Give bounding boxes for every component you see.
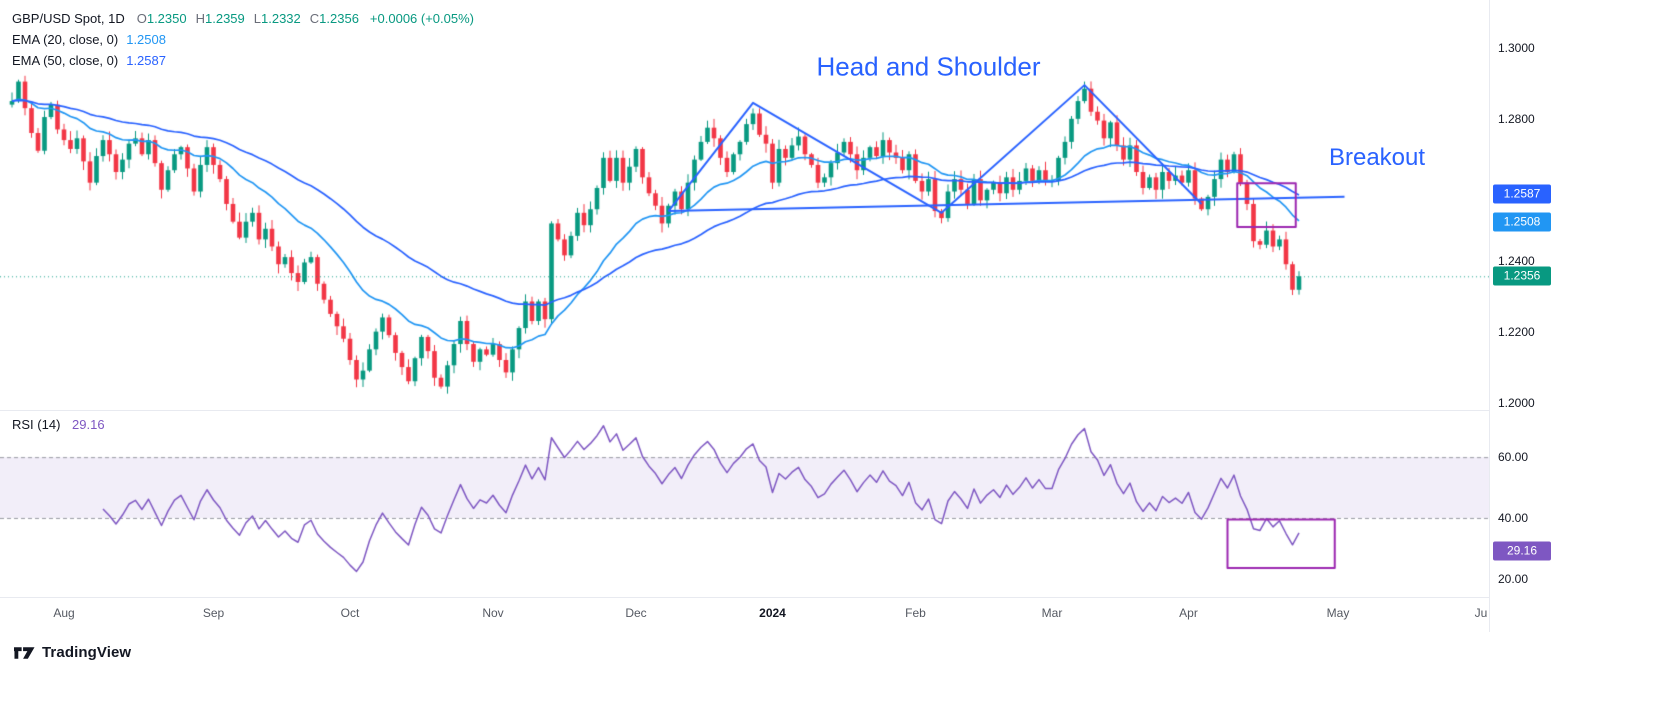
change-value: +0.0006 (+0.05%) [369, 11, 474, 26]
time-axis-label: Nov [482, 606, 504, 620]
ema20-value: 1.2508 [126, 32, 166, 47]
open-value: O1.2350 [136, 11, 187, 26]
rsi-tick-label: 20.00 [1498, 571, 1529, 586]
time-scale[interactable]: Aug Sep Oct Nov Dec 2024 Feb Mar Apr May Ju [0, 597, 1489, 632]
ema50-price-badge: 1.2587 [1493, 184, 1551, 204]
low-value: L1.2332 [253, 11, 301, 26]
pane-divider[interactable] [0, 410, 1489, 411]
price-tick-label: 1.3000 [1498, 40, 1535, 55]
head-and-shoulder-annotation-label[interactable]: Head and Shoulder [816, 51, 1041, 82]
time-axis-label: 2024 [759, 606, 786, 620]
rsi-tick-label: 60.00 [1498, 450, 1529, 465]
price-tick-label: 1.2000 [1498, 395, 1535, 410]
breakout-annotation-label[interactable]: Breakout [1328, 143, 1426, 171]
main-legend: GBP/USD Spot, 1D O1.2350 H1.2359 L1.2332… [12, 8, 474, 71]
brand-name: TradingView [42, 644, 132, 661]
rsi-value: 29.16 [72, 417, 105, 432]
rsi-value-badge: 29.16 [1493, 541, 1551, 561]
rsi-tick-label: 40.00 [1498, 510, 1529, 525]
time-axis-label: Mar [1041, 606, 1063, 620]
time-axis-label: Sep [202, 606, 225, 620]
ema50-value: 1.2587 [126, 53, 166, 68]
price-pane-canvas[interactable] [0, 0, 1489, 410]
price-tick-label: 1.2800 [1498, 111, 1535, 126]
close-value: C1.2356 [309, 11, 359, 26]
time-axis-label: Oct [340, 606, 360, 620]
ema50-legend-row[interactable]: EMA (50, close, 0) 1.2587 [12, 50, 474, 71]
symbol-title: GBP/USD Spot, 1D [12, 11, 125, 26]
last-price-badge: 1.2356 [1493, 266, 1551, 286]
price-scale[interactable]: 1.30001.28001.26001.24001.22001.200060.0… [1489, 0, 1674, 632]
ema50-label: EMA (50, close, 0) [12, 53, 119, 68]
ohlc-values: O1.2350 H1.2359 L1.2332 C1.2356 +0.0006 … [137, 11, 474, 26]
time-axis-label: Aug [53, 606, 75, 620]
time-axis-divider [0, 597, 1489, 598]
time-axis-label: Apr [1179, 606, 1198, 620]
price-tick-label: 1.2200 [1498, 324, 1535, 339]
rsi-pane-canvas[interactable] [0, 410, 1489, 597]
ema20-legend-row[interactable]: EMA (20, close, 0) 1.2508 [12, 29, 474, 50]
rsi-legend-row[interactable]: RSI (14) 29.16 [12, 417, 105, 432]
time-axis-label: Ju [1474, 606, 1488, 620]
price-tick-label: 1.2400 [1498, 253, 1535, 268]
tradingview-branding[interactable]: TradingView [14, 644, 131, 661]
symbol-legend-row[interactable]: GBP/USD Spot, 1D O1.2350 H1.2359 L1.2332… [12, 8, 474, 29]
tradingview-logo-icon [14, 646, 35, 659]
time-axis-label: Feb [905, 606, 926, 620]
time-axis-label: May [1326, 606, 1350, 620]
ema20-label: EMA (20, close, 0) [12, 32, 119, 47]
rsi-label: RSI (14) [12, 417, 61, 432]
high-value: H1.2359 [195, 11, 245, 26]
time-axis-label: Dec [625, 606, 647, 620]
ema20-price-badge: 1.2508 [1493, 212, 1551, 232]
